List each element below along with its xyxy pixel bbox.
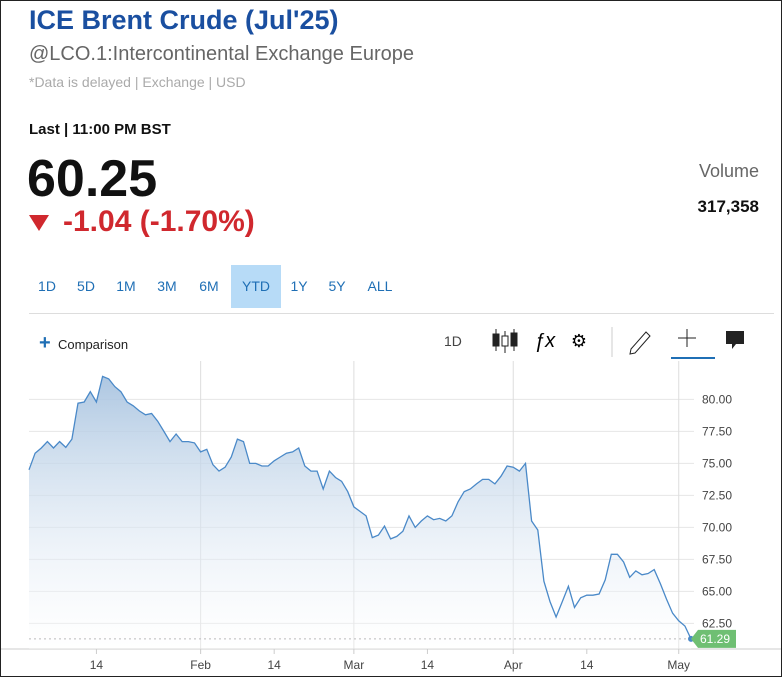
y-tick-label: 75.00	[702, 456, 732, 470]
price: 60.25	[27, 150, 158, 208]
y-tick-label: 70.00	[702, 520, 732, 534]
x-tick-label: 14	[580, 658, 594, 672]
y-tick-label: 72.50	[702, 488, 732, 502]
x-tick-label: 14	[421, 658, 435, 672]
y-tick-label: 80.00	[702, 392, 732, 406]
plus-icon[interactable]: +	[39, 332, 51, 354]
draw-icon[interactable]	[629, 331, 651, 355]
range-tab[interactable]: 6M	[199, 278, 219, 294]
range-tab[interactable]: 1M	[116, 278, 136, 294]
comparison-button[interactable]: Comparison	[58, 337, 129, 352]
x-tick-label: Mar	[344, 658, 365, 672]
range-tab[interactable]: 3M	[157, 278, 177, 294]
range-tab[interactable]: 5Y	[328, 278, 346, 294]
x-tick-label: May	[667, 658, 690, 672]
symbol: @LCO.1:Intercontinental Exchange Europe	[29, 43, 414, 65]
divider	[29, 313, 774, 314]
chart: 62.50 65.00 67.50 70.00 72.50 75.00 77.50 80.00…	[1, 361, 781, 672]
x-tick-label: Feb	[190, 658, 211, 672]
settings-icon[interactable]: ⚙	[571, 331, 587, 351]
comment-icon[interactable]	[726, 331, 744, 349]
range-tab[interactable]: 1Y	[290, 278, 308, 294]
x-tick-label: 14	[268, 658, 282, 672]
change: -1.04 (-1.70%)	[63, 205, 255, 238]
x-tick-label: Apr	[504, 658, 523, 672]
area-fill	[29, 376, 691, 649]
y-tick-label: 67.50	[702, 552, 732, 566]
crosshair-icon[interactable]	[678, 329, 696, 347]
studies-icon[interactable]: ƒx	[534, 330, 556, 352]
last-label: Last | 11:00 PM BST	[29, 121, 171, 138]
range-tab[interactable]: 5D	[77, 278, 95, 294]
volume: 317,358	[697, 197, 759, 216]
title: ICE Brent Crude (Jul'25)	[29, 5, 339, 35]
y-tick-label: 65.00	[702, 584, 732, 598]
last-price-label: 61.29	[700, 632, 730, 646]
last-price-badge	[691, 629, 736, 648]
interval-button[interactable]: 1D	[444, 333, 462, 349]
volume-label: Volume	[698, 161, 759, 181]
down-arrow	[29, 215, 49, 231]
range-tab[interactable]: ALL	[367, 278, 393, 294]
toolbar-icons: ƒx ⚙	[492, 327, 744, 359]
delay-note: *Data is delayed | Exchange | USD	[29, 74, 246, 90]
y-tick-label: 77.50	[702, 424, 732, 438]
range-tab[interactable]: YTD	[231, 265, 281, 308]
candle-icon[interactable]	[492, 329, 518, 353]
range-tab[interactable]: 1D	[38, 278, 56, 294]
price-line	[28, 375, 692, 640]
x-tick-label: 14	[90, 658, 104, 672]
y-tick-label: 62.50	[702, 616, 732, 630]
